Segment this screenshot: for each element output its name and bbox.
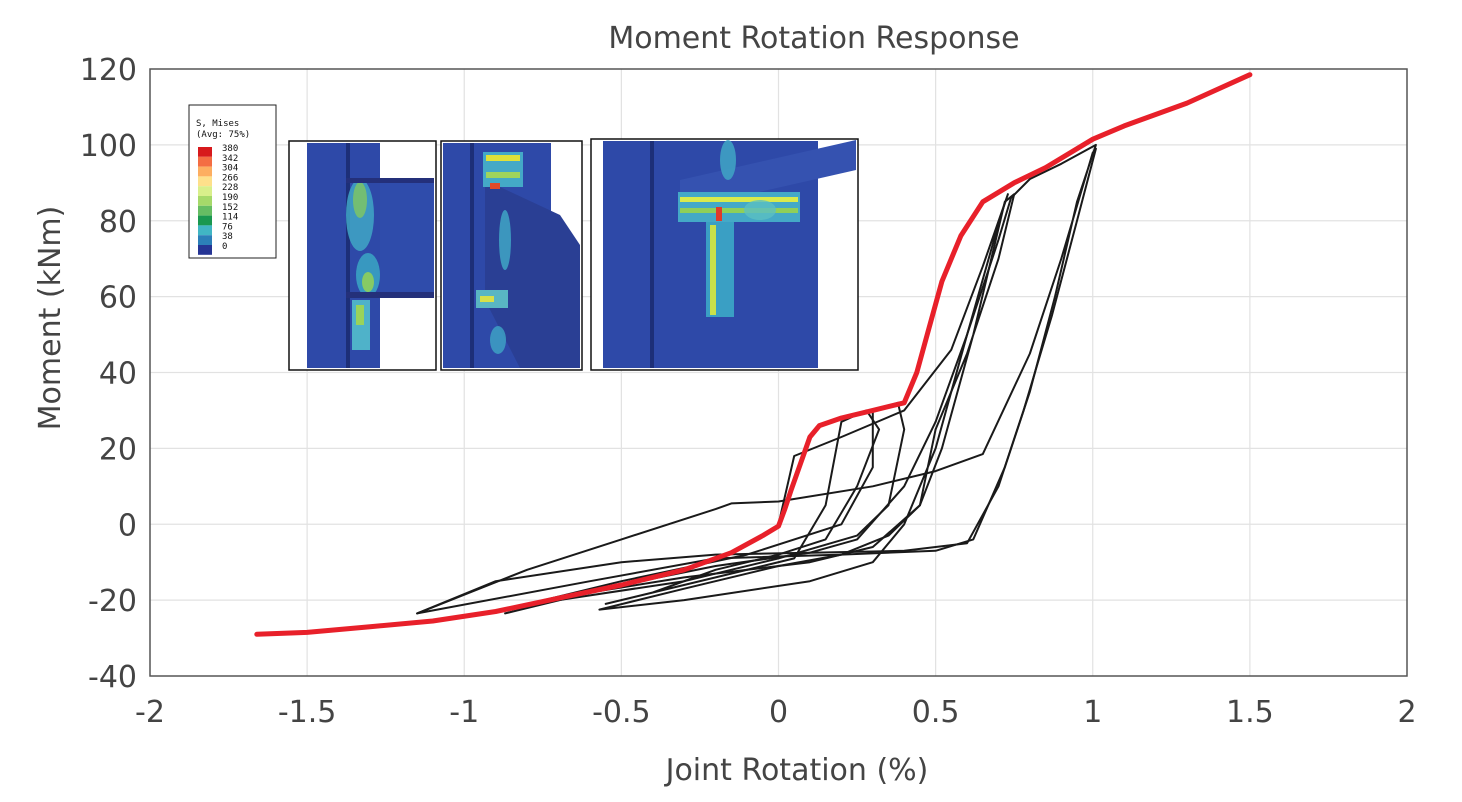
envelope-series-line: [254, 72, 1253, 637]
fe-model-image-3: [590, 138, 859, 371]
y-tick-label: -40: [88, 660, 137, 695]
y-tick-label: 60: [99, 281, 137, 316]
x-tick-label: 1.5: [1226, 695, 1274, 730]
legend-swatch: [198, 235, 212, 245]
legend-swatch: [198, 196, 212, 206]
y-tick-label: 40: [99, 357, 137, 392]
legend-title-line-1: S, Mises: [196, 119, 239, 129]
hysteresis-loop-line: [598, 193, 1009, 611]
y-tick-label: 20: [99, 432, 137, 467]
hysteresis-loop-line: [416, 143, 1097, 615]
x-tick-label: 0: [769, 695, 788, 730]
plot-frame: [149, 68, 1408, 677]
legend-value: 152: [222, 203, 238, 213]
y-tick-label: 80: [99, 205, 137, 240]
legend-value: 380: [222, 144, 238, 154]
x-tick-label: -1.5: [278, 695, 337, 730]
hysteresis-loop-line: [504, 401, 906, 611]
legend-swatch: [198, 156, 212, 167]
legend-swatch: [198, 215, 212, 226]
chart-title: Moment Rotation Response: [608, 21, 1019, 56]
fe-model-image-2: [440, 140, 583, 371]
legend-value: 342: [222, 154, 238, 164]
y-tick-label: 100: [80, 129, 137, 164]
y-tick-labels: -40 -20 0 20 40 60 80 100 120: [80, 53, 137, 695]
legend-value: 76: [222, 222, 233, 232]
legend-swatch: [198, 186, 212, 196]
legend-value: 304: [222, 164, 238, 174]
y-tick-label: 0: [118, 508, 137, 543]
fe-stress-legend: S, Mises (Avg: 75%) 38034230426622819015…: [188, 104, 277, 259]
x-tick-label: -2: [135, 695, 165, 730]
legend-swatch: [198, 176, 212, 187]
x-tick-label: 0.5: [912, 695, 960, 730]
legend-swatch: [198, 166, 212, 177]
x-tick-label: 2: [1397, 695, 1416, 730]
legend-swatch: [198, 147, 212, 157]
y-axis-label: Moment (kNm): [33, 206, 68, 431]
hysteresis-loop-line: [604, 409, 881, 605]
x-tick-label: -1: [449, 695, 479, 730]
legend-value: 266: [222, 173, 238, 183]
legend-value: 190: [222, 193, 238, 203]
y-tick-label: 120: [80, 53, 137, 88]
legend-swatch: [198, 205, 212, 216]
x-tick-label: 1: [1083, 695, 1102, 730]
x-axis-label: Joint Rotation (%): [664, 753, 929, 788]
data-series: [254, 72, 1253, 637]
x-tick-labels: -2 -1.5 -1 -0.5 0 0.5 1 1.5 2: [135, 695, 1417, 730]
legend-value: 38: [222, 232, 233, 242]
legend-value: 228: [222, 183, 238, 193]
fe-model-image-1: [288, 140, 437, 371]
x-tick-label: -0.5: [592, 695, 651, 730]
legend-value: 0: [222, 242, 227, 252]
y-tick-label: -20: [88, 584, 137, 619]
hysteresis-loop-line: [416, 147, 1097, 615]
legend-swatch: [198, 245, 212, 255]
legend-value: 114: [222, 213, 238, 223]
legend-title-line-2: (Avg: 75%): [196, 130, 250, 140]
legend-swatch: [198, 225, 212, 236]
